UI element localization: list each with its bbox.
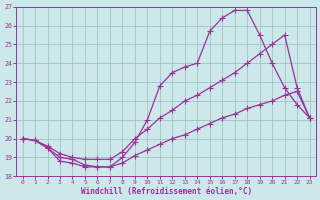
- X-axis label: Windchill (Refroidissement éolien,°C): Windchill (Refroidissement éolien,°C): [81, 187, 252, 196]
